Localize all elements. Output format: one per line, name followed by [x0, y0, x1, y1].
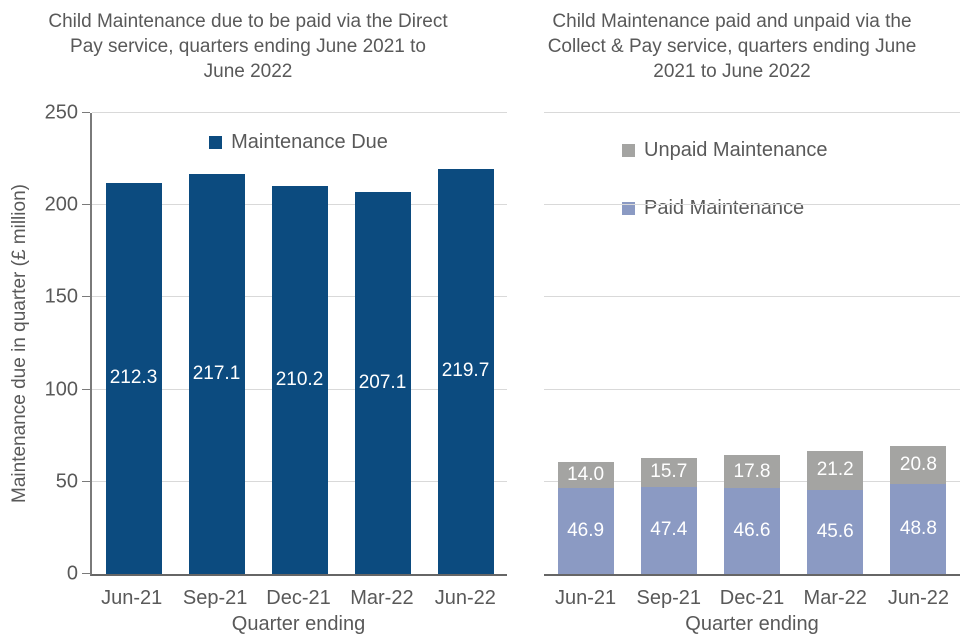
bar-sep-21: 15.7 47.4 — [640, 457, 697, 574]
bar-jun-21: 14.0 46.9 — [557, 461, 614, 574]
gridline-100 — [544, 388, 960, 390]
bar-segment-paid-maintenance: 46.6 — [724, 488, 780, 574]
y-axis-tick — [82, 573, 90, 574]
left-chart-y-tick-labels: 0 50 100 150 200 250 — [18, 102, 78, 585]
bar-segment-maintenance-due: 212.3 — [105, 182, 162, 574]
bars-container: 14.0 46.9 15.7 47.4 17.8 46.6 21.2 45.6 20.8 48.8 — [544, 113, 960, 574]
bar-cell-dec-21: 17.8 46.6 — [710, 113, 793, 574]
y-tick-label-200: 200 — [44, 193, 78, 216]
bar-segment-maintenance-due: 207.1 — [354, 192, 411, 574]
bar-cell-sep-21: 15.7 47.4 — [627, 113, 710, 574]
bar-mar-22: 21.2 45.6 — [807, 450, 864, 574]
gridline-250 — [92, 112, 507, 113]
x-tick-label-mar-22: Mar-22 — [803, 587, 867, 609]
legend-swatch-maintenance-due — [209, 136, 223, 149]
y-axis-tick — [82, 296, 90, 298]
legend-swatch-unpaid-maintenance — [622, 144, 635, 157]
x-tick-label-sep-21: Sep-21 — [636, 587, 702, 609]
bar-jun-22: 219.7 — [437, 168, 494, 574]
bar-segment-paid-maintenance: 48.8 — [890, 484, 947, 574]
left-chart-plot-area: 212.3 217.1 210.2 207.1 219.7 — [82, 112, 507, 576]
x-tick-label-mar-22: Mar-22 — [350, 587, 414, 609]
bar-value-label: 14.0 — [567, 463, 605, 485]
y-axis-tick — [82, 112, 90, 113]
bar-value-label: 210.2 — [275, 369, 324, 391]
x-tick-label-dec-21: Dec-21 — [719, 587, 785, 609]
bar-mar-22: 207.1 — [354, 192, 411, 574]
x-tick-label-sep-21: Sep-21 — [182, 587, 248, 609]
bars-container: 212.3 217.1 210.2 207.1 219.7 — [92, 113, 507, 574]
bar-value-label: 48.8 — [899, 518, 937, 539]
bar-segment-unpaid-maintenance: 17.8 — [724, 455, 780, 489]
bar-segment-paid-maintenance: 45.6 — [807, 489, 864, 574]
bar-sep-21: 217.1 — [188, 173, 245, 574]
right-chart-x-tick-labels: Jun-21 Sep-21 Dec-21 Mar-22 Jun-22 — [544, 587, 960, 610]
bar-dec-21: 210.2 — [271, 186, 328, 574]
gridline-200 — [544, 204, 960, 206]
bar-segment-maintenance-due: 219.7 — [437, 168, 494, 574]
bar-segment-paid-maintenance: 46.9 — [557, 487, 614, 574]
y-tick-label-0: 0 — [66, 562, 78, 585]
bar-segment-unpaid-maintenance: 15.7 — [640, 457, 697, 487]
bar-segment-maintenance-due: 217.1 — [188, 173, 245, 574]
x-tick-label-jun-21: Jun-21 — [555, 587, 617, 609]
x-tick-label-jun-22: Jun-22 — [887, 587, 949, 609]
y-tick-label-150: 150 — [44, 285, 78, 308]
legend-label-unpaid-maintenance: Unpaid Maintenance — [644, 139, 828, 161]
bar-value-label: 46.6 — [733, 520, 771, 542]
x-tick-label-jun-21: Jun-21 — [101, 587, 163, 609]
bar-value-label: 45.6 — [816, 520, 854, 542]
gridline-150 — [544, 296, 960, 298]
y-tick-label-50: 50 — [55, 470, 78, 493]
bar-value-label: 17.8 — [733, 460, 771, 482]
bar-value-label: 217.1 — [192, 362, 241, 384]
bar-cell-jun-22: 20.8 48.8 — [877, 113, 960, 574]
bar-cell-jun-21: 212.3 — [92, 113, 175, 574]
right-chart-legend-entry-unpaid: Unpaid Maintenance — [622, 139, 827, 162]
bar-jun-22: 20.8 48.8 — [890, 445, 947, 574]
bar-cell-mar-22: 21.2 45.6 — [794, 113, 877, 574]
legend-label-paid-maintenance: Paid Maintenance — [644, 197, 805, 219]
left-chart-legend: Maintenance Due — [90, 131, 507, 154]
bar-value-label: 15.7 — [650, 461, 688, 483]
left-chart-x-tick-labels: Jun-21 Sep-21 Dec-21 Mar-22 Jun-22 — [90, 587, 507, 610]
bar-cell-dec-21: 210.2 — [258, 113, 341, 574]
bar-jun-21: 212.3 — [105, 182, 162, 574]
right-chart-x-axis-title: Quarter ending — [685, 613, 819, 635]
x-tick-label-jun-22: Jun-22 — [434, 587, 496, 609]
bar-segment-unpaid-maintenance: 14.0 — [557, 461, 614, 488]
bar-cell-jun-22: 219.7 — [424, 113, 507, 574]
y-tick-label-250: 250 — [44, 101, 78, 124]
y-axis-tick — [82, 480, 90, 482]
bar-dec-21: 17.8 46.6 — [724, 455, 780, 574]
left-chart-title: Child Maintenance due to be paid via the… — [48, 11, 448, 82]
y-tick-label-100: 100 — [44, 378, 78, 401]
legend-label-maintenance-due: Maintenance Due — [231, 131, 388, 153]
bar-segment-unpaid-maintenance: 20.8 — [890, 445, 947, 485]
bar-value-label: 207.1 — [358, 372, 407, 394]
bar-cell-mar-22: 207.1 — [341, 113, 424, 574]
bar-value-label: 20.8 — [899, 453, 937, 475]
left-chart-x-axis-title: Quarter ending — [231, 613, 366, 635]
y-axis-tick — [82, 388, 90, 390]
bar-value-label: 47.4 — [650, 519, 688, 541]
legend-swatch-paid-maintenance — [622, 202, 635, 215]
gridline-250 — [544, 112, 960, 113]
right-chart-plot-area: 14.0 46.9 15.7 47.4 17.8 46.6 21.2 45.6 20.8 48.8 — [544, 112, 960, 576]
right-chart-title: Child Maintenance paid and unpaid via th… — [547, 11, 917, 82]
bar-cell-sep-21: 217.1 — [175, 113, 258, 574]
bar-value-label: 212.3 — [109, 367, 158, 389]
bar-value-label: 219.7 — [441, 360, 490, 382]
bar-value-label: 21.2 — [816, 459, 854, 481]
bar-cell-jun-21: 14.0 46.9 — [544, 113, 627, 574]
x-tick-label-dec-21: Dec-21 — [266, 587, 331, 609]
bar-value-label: 46.9 — [567, 519, 605, 541]
bar-segment-maintenance-due: 210.2 — [271, 186, 328, 574]
right-chart-legend-entry-paid: Paid Maintenance — [622, 197, 804, 220]
bar-segment-unpaid-maintenance: 21.2 — [807, 450, 864, 490]
bar-segment-paid-maintenance: 47.4 — [640, 486, 697, 574]
y-axis-tick — [82, 204, 90, 206]
